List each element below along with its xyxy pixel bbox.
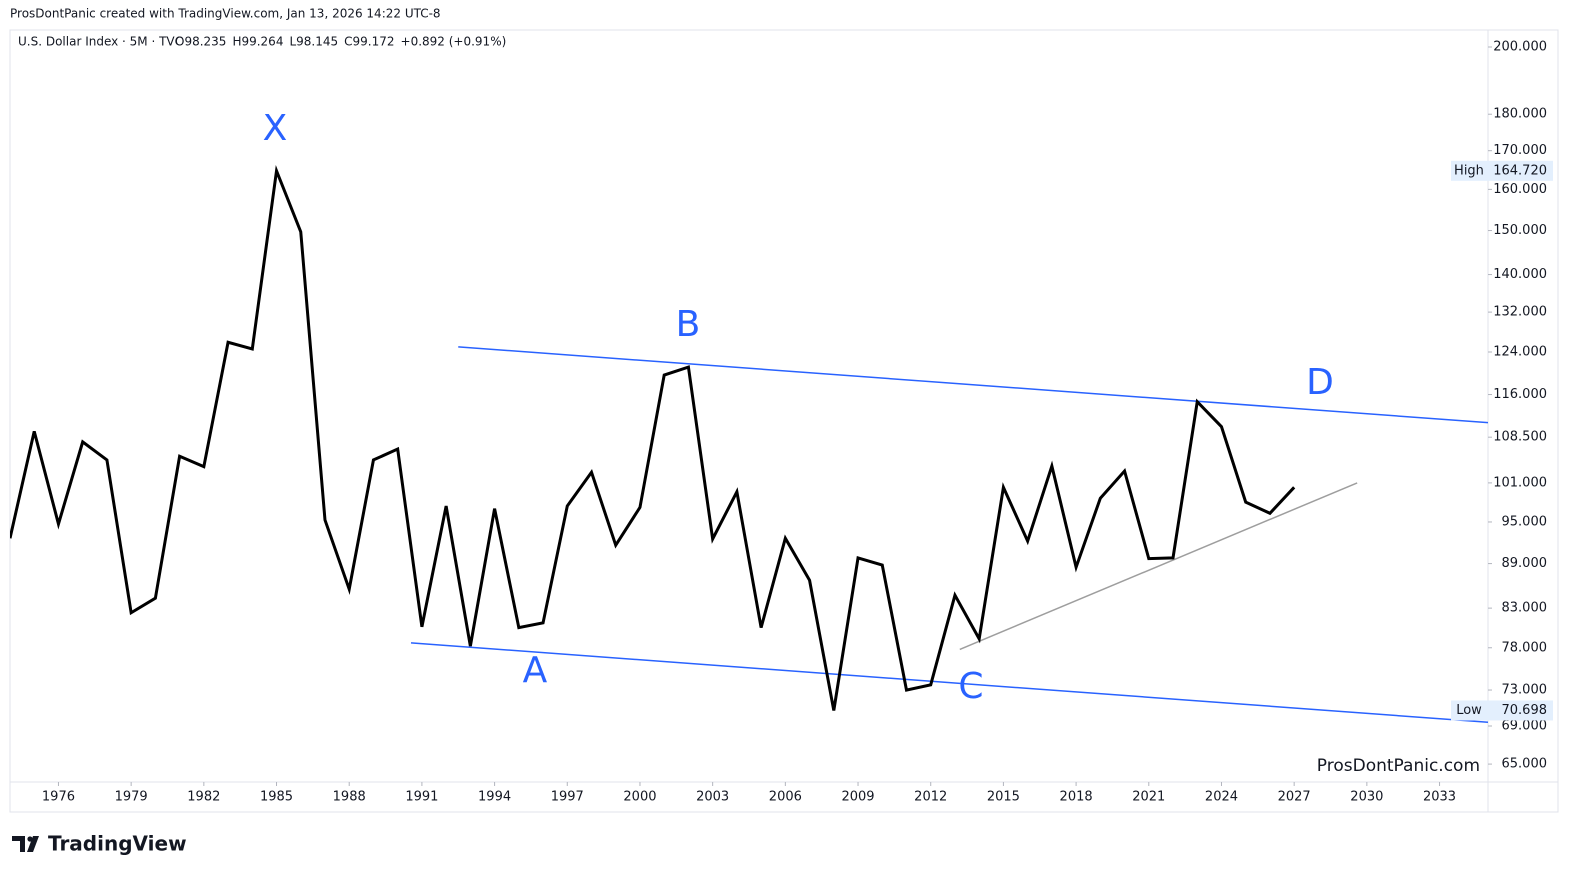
wave-label: D xyxy=(1306,362,1334,403)
x-tick-label: 2009 xyxy=(841,790,874,805)
y-tick-label: 83.000 xyxy=(1502,601,1548,616)
x-tick-label: 2030 xyxy=(1350,790,1383,805)
quote-value: L98.145 xyxy=(289,35,338,49)
marker-value: 70.698 xyxy=(1502,703,1548,718)
y-tick-label: 95.000 xyxy=(1502,514,1548,529)
quote-value: +0.892 (+0.91%) xyxy=(401,35,507,49)
y-tick-label: 180.000 xyxy=(1493,107,1547,122)
y-tick-label: 69.000 xyxy=(1502,718,1548,733)
symbol: U.S. Dollar Index · 5M · TVC xyxy=(18,35,183,49)
y-tick-label: 170.000 xyxy=(1493,143,1547,158)
y-tick-label: 150.000 xyxy=(1493,223,1547,238)
x-tick-label: 1982 xyxy=(187,790,220,805)
x-tick-label: 1979 xyxy=(115,790,148,805)
trendline xyxy=(959,482,1358,651)
x-tick-label: 2015 xyxy=(987,790,1020,805)
frame xyxy=(9,29,1559,813)
x-tick-label: 2021 xyxy=(1132,790,1165,805)
watermark: ProsDontPanic.com xyxy=(1317,756,1480,776)
x-tick-label: 2018 xyxy=(1060,790,1093,805)
y-tick-label: 89.000 xyxy=(1502,556,1548,571)
x-tick-label: 1994 xyxy=(478,790,511,805)
x-tick-label: 1976 xyxy=(42,790,75,805)
x-tick-label: 2033 xyxy=(1423,790,1456,805)
x-tick-label: 1991 xyxy=(405,790,438,805)
x-tick-label: 2006 xyxy=(769,790,802,805)
brand: TradingView xyxy=(48,832,187,856)
x-tick-label: 1988 xyxy=(333,790,366,805)
quote-value: H99.264 xyxy=(232,35,283,49)
credit: ProsDontPanic created with TradingView.c… xyxy=(10,7,441,21)
x-tick-label: 1997 xyxy=(551,790,584,805)
y-tick-label: 101.000 xyxy=(1493,475,1547,490)
y-tick-label: 140.000 xyxy=(1493,267,1547,282)
quote-value: C99.172 xyxy=(344,35,394,49)
y-tick-label: 78.000 xyxy=(1502,640,1548,655)
x-tick-label: 2000 xyxy=(623,790,656,805)
trendline xyxy=(410,642,1488,724)
marker-box xyxy=(1451,700,1553,721)
x-tick-label: 2012 xyxy=(914,790,947,805)
brand-logo xyxy=(12,836,39,852)
x-tick-label: 1985 xyxy=(260,790,293,805)
quote-value: O98.235 xyxy=(175,35,226,49)
marker-box xyxy=(1451,160,1553,181)
x-tick-label: 2027 xyxy=(1278,790,1311,805)
wave-label: X xyxy=(263,108,288,149)
x-tick-label: 2024 xyxy=(1205,790,1238,805)
marker-label: Low xyxy=(1456,703,1482,718)
price-line xyxy=(10,164,1296,711)
wave-label: B xyxy=(676,304,701,345)
y-tick-label: 132.000 xyxy=(1493,305,1547,320)
y-tick-label: 160.000 xyxy=(1493,182,1547,197)
y-tick-label: 200.000 xyxy=(1493,39,1547,54)
y-tick-label: 73.000 xyxy=(1502,683,1548,698)
y-tick-label: 116.000 xyxy=(1493,387,1547,402)
marker-value: 164.720 xyxy=(1493,163,1547,178)
x-tick-label: 2003 xyxy=(696,790,729,805)
wave-label: C xyxy=(958,666,983,707)
marker-label: High xyxy=(1454,163,1484,178)
y-tick-label: 124.000 xyxy=(1493,344,1547,359)
y-tick-label: 108.500 xyxy=(1493,430,1547,445)
y-tick-label: 65.000 xyxy=(1502,757,1548,772)
trendline xyxy=(458,346,1488,424)
wave-label: A xyxy=(523,650,548,691)
